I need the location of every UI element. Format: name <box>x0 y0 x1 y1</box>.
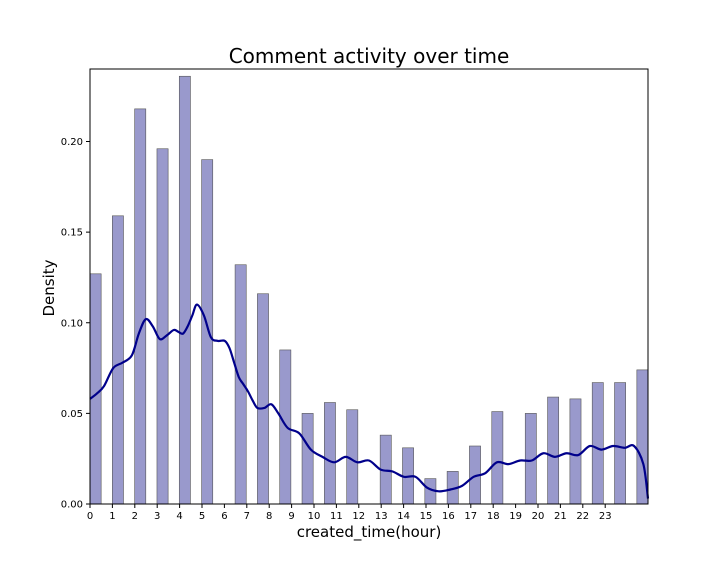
y-tick-label: 0.20 <box>61 137 83 148</box>
histogram-bar <box>201 159 214 505</box>
y-tick-label: 0.10 <box>61 318 83 329</box>
x-tick-label: 11 <box>330 511 343 522</box>
histogram-bar <box>279 349 292 505</box>
histogram-bar <box>491 411 504 505</box>
histogram-bar <box>178 75 191 505</box>
y-tick-label: 0.00 <box>61 500 83 511</box>
kde-layer <box>89 303 650 499</box>
y-axis-label: Density <box>40 259 58 316</box>
x-tick-label: 2 <box>132 511 138 522</box>
x-axis-label: created_time(hour) <box>297 523 442 542</box>
x-tick-label: 16 <box>442 511 455 522</box>
x-tick-label: 15 <box>420 511 433 522</box>
x-tick-label: 0 <box>87 511 93 522</box>
x-tick-label: 10 <box>308 511 321 522</box>
x-tick-label: 13 <box>375 511 388 522</box>
x-tick-label: 8 <box>266 511 272 522</box>
histogram-bar <box>614 382 626 505</box>
x-axis: 0 1 2 3 4 5 6 7 8 9 10 11 12 13 14 15 16 17 18 19 20 21 22 23 <box>87 504 612 522</box>
histogram-bar <box>89 273 102 505</box>
histogram-bar <box>257 293 269 505</box>
x-tick-label: 12 <box>352 511 365 522</box>
histogram-bar <box>591 382 604 505</box>
y-tick-label: 0.05 <box>61 409 83 420</box>
x-tick-label: 18 <box>487 511 500 522</box>
y-axis: 0.00 0.05 0.10 0.15 0.20 <box>61 137 90 511</box>
x-tick-label: 21 <box>554 511 567 522</box>
chart-title: Comment activity over time <box>229 44 510 68</box>
x-tick-label: 3 <box>154 511 160 522</box>
kde-line <box>89 303 650 499</box>
x-tick-label: 22 <box>576 511 589 522</box>
x-tick-label: 7 <box>244 511 250 522</box>
x-tick-label: 19 <box>509 511 522 522</box>
histogram-bar <box>301 413 314 505</box>
histogram-bar <box>134 108 147 505</box>
plot-frame <box>89 68 649 505</box>
x-tick-label: 4 <box>176 511 182 522</box>
x-tick-label: 14 <box>397 511 410 522</box>
x-tick-label: 17 <box>464 511 477 522</box>
x-tick-label: 23 <box>599 511 612 522</box>
x-tick-label: 20 <box>532 511 545 522</box>
histogram-bar <box>569 398 582 505</box>
histogram-bar <box>324 402 336 505</box>
x-tick-label: 9 <box>288 511 294 522</box>
histogram-bar <box>156 148 169 505</box>
x-tick-label: 1 <box>109 511 115 522</box>
x-tick-label: 6 <box>221 511 227 522</box>
y-tick-label: 0.15 <box>61 228 83 239</box>
histogram-bar <box>112 215 124 505</box>
x-tick-label: 5 <box>199 511 205 522</box>
histogram-bar <box>547 396 560 505</box>
